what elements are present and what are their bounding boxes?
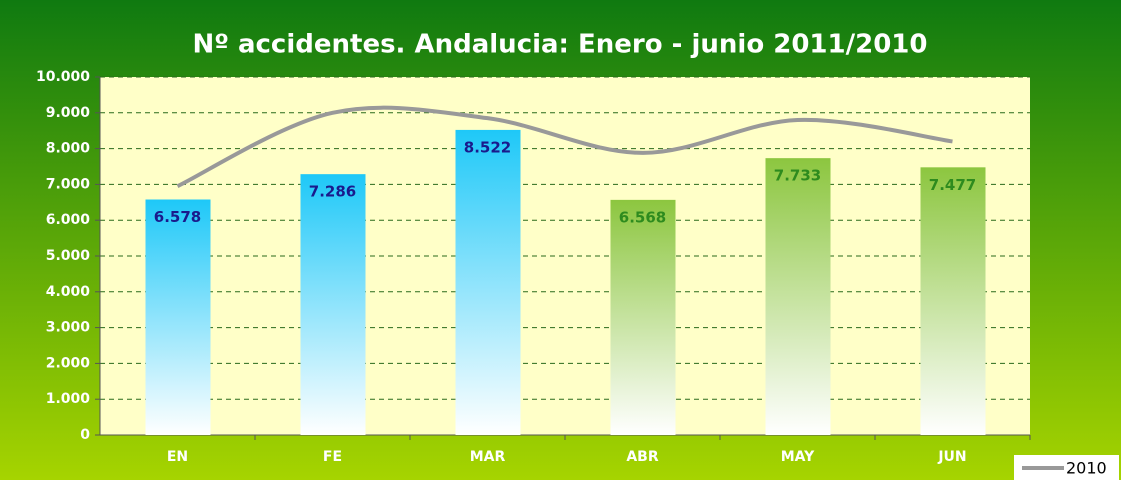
y-tick-label: 0: [80, 427, 90, 443]
data-label: 7.286: [309, 183, 356, 201]
data-label: 7.477: [929, 176, 976, 194]
bar: [455, 129, 521, 435]
chart-title: Nº accidentes. Andalucia: Enero - junio …: [193, 30, 928, 60]
y-tick-label: 3.000: [46, 320, 91, 336]
bar: [300, 174, 366, 435]
x-tick-label: EN: [167, 449, 188, 465]
data-label: 6.568: [619, 208, 666, 226]
y-tick-label: 8.000: [46, 141, 91, 157]
y-tick-label: 4.000: [46, 284, 91, 300]
line: [176, 105, 953, 188]
bar: [145, 199, 211, 435]
x-tick-label: MAR: [470, 449, 506, 465]
data-label: 6.578: [154, 208, 201, 226]
bar: [920, 167, 986, 435]
x-tick-label: MAY: [781, 449, 815, 465]
x-tick-label: FE: [323, 449, 342, 465]
bar: [765, 158, 831, 435]
x-tick-label: JUN: [937, 449, 966, 465]
y-tick-label: 9.000: [46, 105, 91, 121]
y-tick-label: 5.000: [46, 248, 91, 264]
y-tick-label: 10.000: [36, 69, 90, 85]
data-label: 8.522: [464, 138, 511, 156]
x-tick-label: ABR: [626, 449, 659, 465]
y-tick-label: 2.000: [46, 355, 91, 371]
bar: [610, 199, 676, 435]
y-tick-label: 7.000: [46, 176, 91, 192]
y-tick-label: 6.000: [46, 212, 91, 228]
y-tick-label: 1.000: [46, 391, 91, 407]
legend-label: 2010: [1066, 459, 1107, 478]
data-label: 7.733: [774, 167, 821, 185]
